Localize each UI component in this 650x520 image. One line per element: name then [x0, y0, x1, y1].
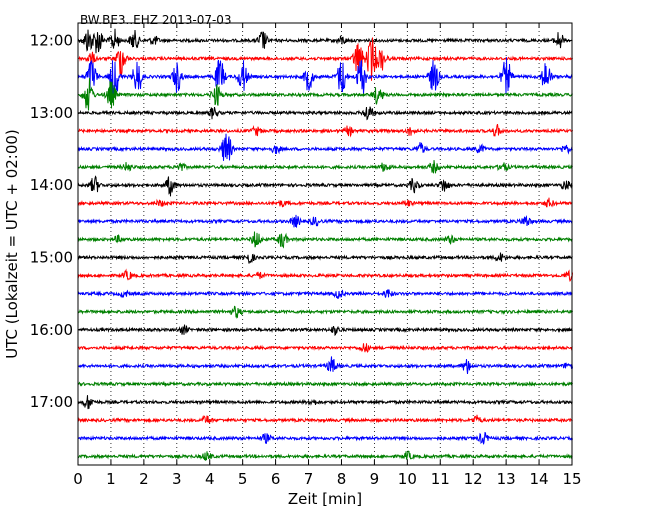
- trace-1445: [77, 231, 573, 249]
- y-tick-label: 12:00: [30, 32, 73, 50]
- trace-1230: [77, 57, 573, 97]
- trace-1200: [77, 28, 573, 54]
- trace-1215: [77, 37, 573, 81]
- x-tick-label: 4: [205, 470, 215, 488]
- trace-1400: [77, 175, 573, 197]
- grid-lines: [110, 23, 540, 465]
- trace-1745: [77, 450, 573, 461]
- y-axis: 12:00 13:00 14:00 15:00 16:00 17:00: [30, 32, 572, 411]
- trace-1715: [77, 414, 573, 425]
- x-tick-label: 2: [139, 470, 149, 488]
- y-tick-label: 16:00: [30, 321, 73, 339]
- x-tick-label: 5: [238, 470, 248, 488]
- x-tick-label: 0: [73, 470, 83, 488]
- plot-frame: [77, 22, 573, 466]
- chart-title: BW.BE3..EHZ 2013-07-03: [80, 13, 232, 27]
- x-tick-label: 12: [464, 470, 483, 488]
- trace-1315: [77, 123, 573, 138]
- x-tick-label: 15: [562, 470, 581, 488]
- trace-1545: [77, 305, 573, 319]
- trace-1615: [77, 343, 573, 353]
- y-tick-label: 15:00: [30, 248, 73, 266]
- trace-1345: [77, 160, 573, 174]
- trace-1630: [77, 356, 573, 374]
- trace-1300: [77, 106, 573, 121]
- x-axis-label: Zeit [min]: [288, 490, 362, 508]
- trace-1430: [77, 214, 573, 228]
- x-axis: 0 1 2 3 4 5 6 7 8 9 10 11 12 13 14 15: [73, 23, 582, 488]
- y-axis-label: UTC (Lokalzeit = UTC + 02:00): [3, 129, 21, 359]
- x-tick-label: 14: [530, 470, 549, 488]
- trace-1245: [77, 78, 573, 111]
- x-tick-label: 11: [431, 470, 450, 488]
- trace-1500: [77, 252, 573, 264]
- trace-1530: [77, 289, 573, 300]
- trace-1730: [78, 431, 573, 445]
- y-tick-label: 17:00: [30, 393, 73, 411]
- x-tick-label: 8: [337, 470, 347, 488]
- trace-1330: [77, 133, 573, 161]
- x-tick-label: 9: [370, 470, 380, 488]
- trace-1600: [77, 324, 573, 336]
- trace-1645: [77, 380, 573, 388]
- y-tick-label: 14:00: [30, 176, 73, 194]
- trace-1700: [77, 395, 573, 410]
- x-tick-label: 13: [497, 470, 516, 488]
- x-tick-label: 3: [172, 470, 182, 488]
- trace-1515: [77, 268, 573, 282]
- x-tick-label: 6: [271, 470, 281, 488]
- x-tick-label: 7: [304, 470, 314, 488]
- x-tick-label: 10: [398, 470, 417, 488]
- x-tick-label: 1: [106, 470, 116, 488]
- y-tick-label: 13:00: [30, 104, 73, 122]
- seismogram-traces: [77, 28, 573, 461]
- trace-1415: [77, 197, 573, 208]
